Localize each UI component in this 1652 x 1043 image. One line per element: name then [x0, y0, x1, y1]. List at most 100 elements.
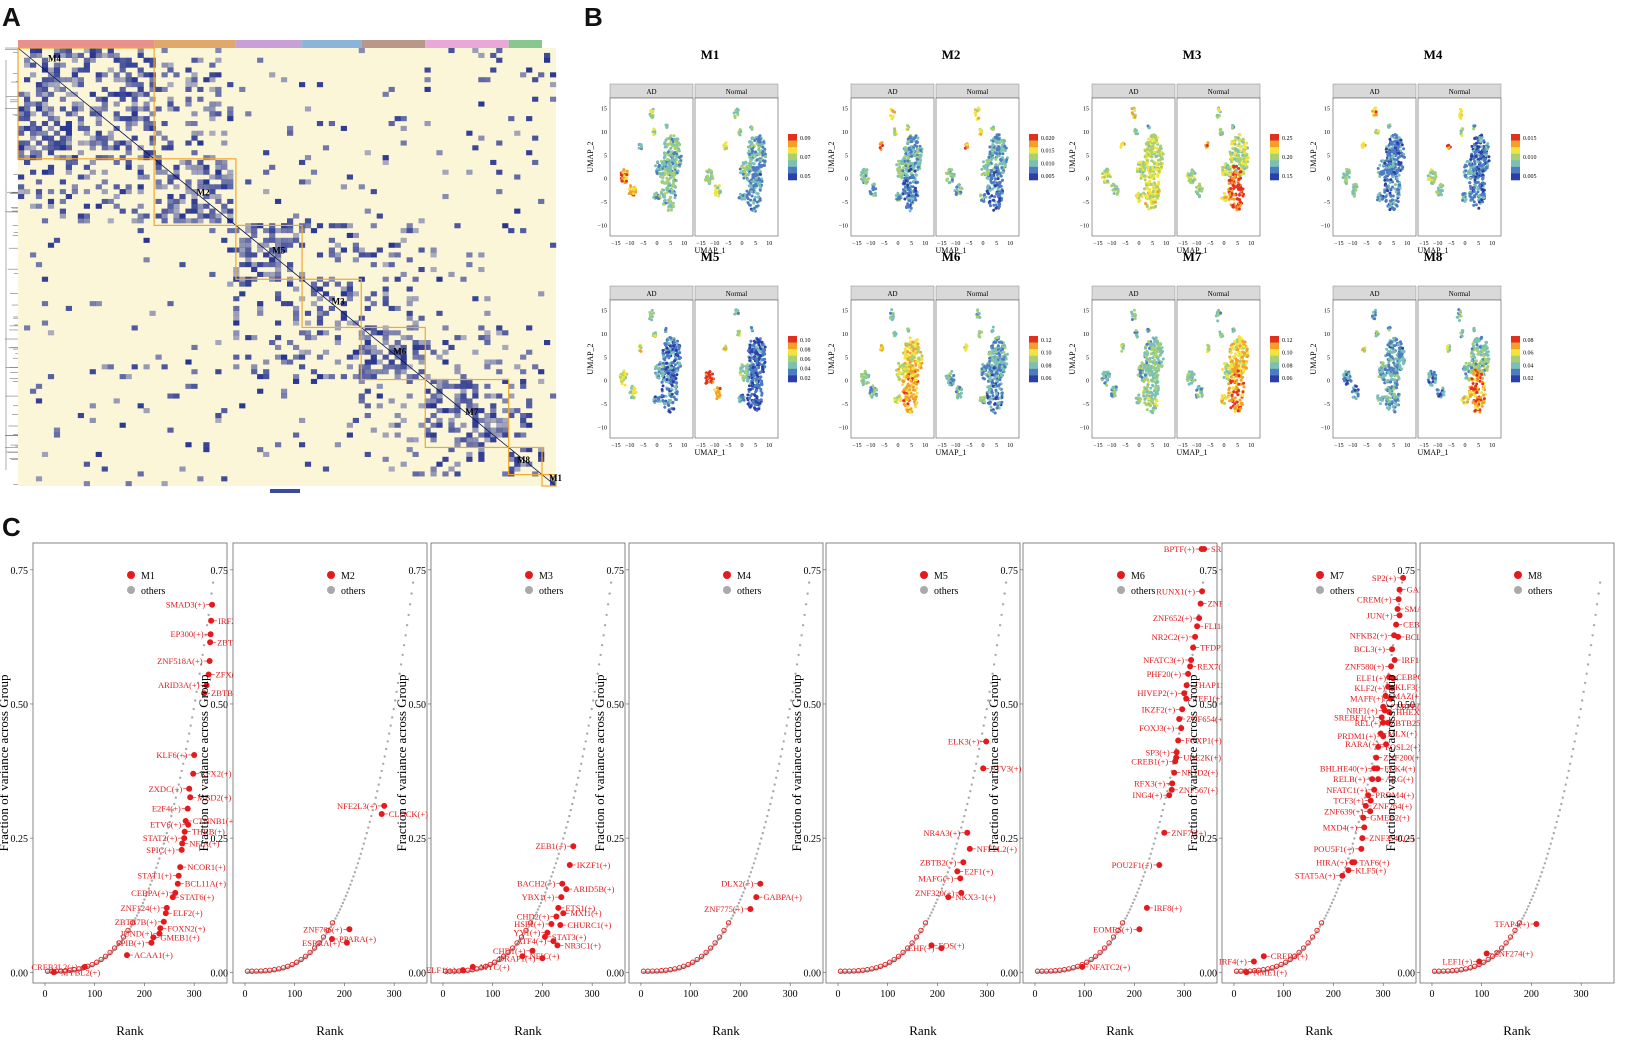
tf-label: FOXJ3(+): [1139, 723, 1174, 733]
tf-label: FOS(+): [938, 940, 964, 950]
rank-y-tick: 0.25: [211, 834, 229, 845]
tf-point: [1361, 824, 1368, 831]
umap-x-tick: 5: [1151, 443, 1154, 449]
module-tf-points: ELK3(+) ETV3(+) NR4A3(+) NFE2L2(+) ZBTB2(+) E…: [908, 737, 1022, 954]
color-scale-swatch: [1029, 160, 1038, 168]
module-box: [301, 278, 362, 329]
legend-others-label: others: [341, 586, 366, 597]
rank-plot-frame: [628, 542, 824, 984]
module-low-points: [1431, 920, 1523, 974]
umap-x-tick: −10: [710, 443, 719, 449]
color-scale-label: 0.08: [1041, 363, 1052, 369]
module-box: [541, 474, 557, 487]
rank-x-label: Rank: [712, 1023, 740, 1038]
facet-strip-label: Normal: [1208, 290, 1229, 298]
tf-point: [529, 947, 536, 954]
tf-label: SPIC(+): [146, 845, 175, 855]
rank-plot-m6: Fraction of variance across Group Rank 0.0…: [986, 542, 1252, 1038]
tf-point: [177, 864, 184, 871]
umap-x-tick: −5: [1122, 241, 1128, 247]
rank-x-tick: 300: [1177, 989, 1192, 1000]
tf-label: NRF1(+): [1346, 705, 1377, 715]
module-box: [153, 158, 237, 226]
umap-x-tick: −5: [725, 241, 731, 247]
tf-label: STAT2(+): [143, 833, 178, 843]
umap-x-tick: −10: [951, 443, 960, 449]
tf-label: NR1D2(+): [1181, 768, 1218, 778]
module-tf-points: DLX2(+) GABPA(+) ZNF775(+): [704, 879, 802, 914]
module-color-bar: [18, 40, 155, 48]
rank-y-tick: 0.50: [409, 700, 427, 711]
tf-label: ACAA1(+): [134, 950, 173, 960]
umap-cells: [1100, 308, 1165, 415]
tf-label: TFDP2(+): [1200, 643, 1236, 653]
tf-label: ELK3(+): [948, 737, 979, 747]
tf-label: CEBPB(+): [1390, 702, 1428, 712]
tf-label: ZNF354C(+): [1369, 833, 1414, 843]
color-scale-label: 0.10: [1282, 351, 1293, 357]
tf-label: ETV3(+): [990, 763, 1021, 773]
umap-x-tick: −5: [1363, 241, 1369, 247]
rank-x-tick: 300: [387, 989, 402, 1000]
tf-point: [184, 805, 191, 812]
umap-y-label: UMAP_2: [586, 343, 595, 374]
tf-label: BACH2(+): [517, 879, 555, 889]
umap-y-tick: −5: [1324, 402, 1330, 408]
facet-strip-label: Normal: [967, 88, 988, 96]
rank-y-label: Fraction of variance across Group: [789, 675, 804, 852]
tf-label: FOXN2(+): [167, 923, 205, 933]
facet-strip-label: AD: [646, 290, 656, 298]
color-scale-label: 0.005: [1523, 174, 1537, 180]
color-scale-swatch: [1511, 160, 1520, 168]
umap-cells: [618, 308, 682, 414]
color-scale-swatch: [1270, 173, 1279, 181]
umap-x-tick: 0: [740, 241, 743, 247]
umap-y-label: UMAP_2: [1309, 343, 1318, 374]
legend-module-label: M2: [341, 571, 355, 582]
umap-x-tick: 5: [1392, 241, 1395, 247]
color-scale-swatch: [1029, 368, 1038, 376]
rank-x-tick: 100: [683, 989, 698, 1000]
tf-point: [560, 910, 567, 917]
legend-others-label: others: [141, 586, 166, 597]
umap-panel-title: M5: [701, 249, 720, 264]
color-scale-label: 0.02: [800, 376, 811, 382]
tf-label: CEBPG(+): [1396, 672, 1434, 682]
color-scale-label: 0.06: [1041, 376, 1052, 382]
rank-y-tick: 0.50: [1001, 700, 1019, 711]
color-scale-swatch: [1511, 362, 1520, 370]
tf-label: BCL3(+): [1354, 644, 1385, 654]
umap-panel-m5: M5 UMAP_2 UMAP_1 AD −15 −10 −5 0 5 10 Normal −15 −10…: [586, 249, 811, 457]
color-scale-label: 0.02: [1523, 376, 1534, 382]
color-scale-label: 0.04: [800, 367, 811, 373]
color-scale-swatch: [1511, 355, 1520, 363]
tf-label: ELF2(+): [173, 908, 203, 918]
tf-label: SPIB(+): [116, 938, 145, 948]
rank-y-tick: 0.75: [409, 566, 427, 577]
umap-cells: [944, 308, 1009, 415]
tf-point: [156, 930, 163, 937]
tf-point: [378, 811, 385, 817]
tf-label: UBE2K(+): [1183, 753, 1221, 763]
umap-x-tick: −5: [1448, 443, 1454, 449]
color-scale-label: 0.25: [1282, 136, 1293, 142]
rank-plot-frame: [1221, 542, 1417, 984]
module-box-label: M4: [48, 53, 61, 63]
module-low-points: [640, 920, 732, 974]
tf-point: [1400, 574, 1407, 581]
tf-point: [459, 967, 466, 974]
module-color-bar: [302, 40, 362, 48]
umap-x-tick: 0: [1463, 443, 1466, 449]
tf-label: PPARA(+): [339, 934, 376, 944]
umap-x-tick: 0: [655, 443, 658, 449]
rank-y-tick: 0.50: [11, 700, 29, 711]
tf-label: ETV6(+): [150, 820, 181, 830]
rank-x-label: Rank: [116, 1023, 144, 1038]
tf-label: ZNF766(+): [303, 924, 342, 934]
module-color-bar: [235, 40, 303, 48]
umap-y-tick: 15: [601, 107, 607, 113]
rank-x-tick: 300: [1574, 989, 1589, 1000]
tf-label: JUN(+): [1367, 610, 1393, 620]
color-scale-swatch: [1511, 140, 1520, 148]
module-box: [235, 224, 303, 280]
